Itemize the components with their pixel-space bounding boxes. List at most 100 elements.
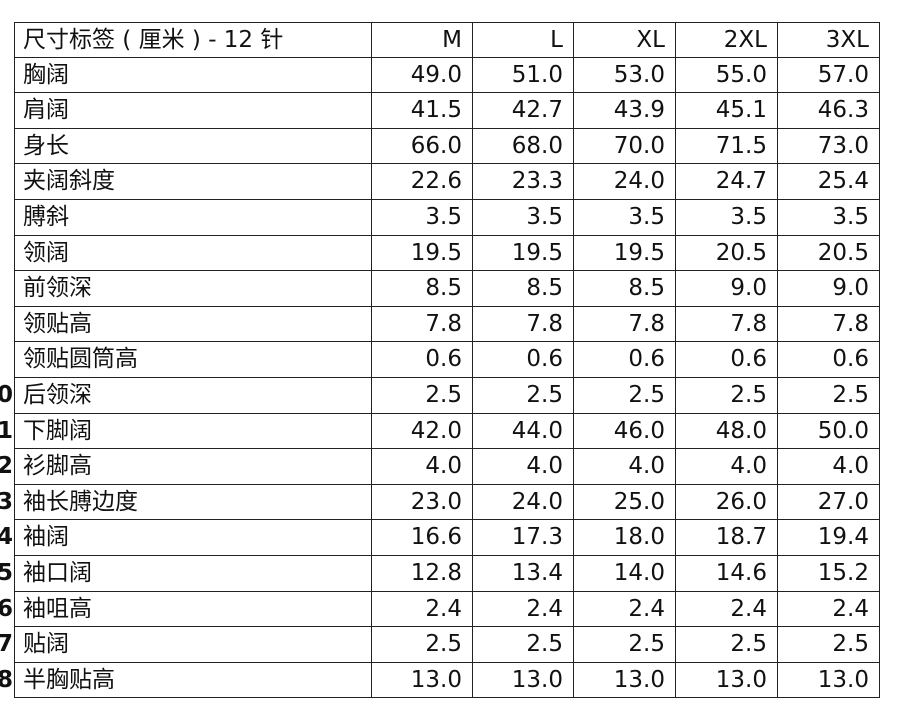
value-cell: 2.5 bbox=[372, 378, 473, 414]
value-cell: 70.0 bbox=[574, 128, 676, 165]
header-row: 尺寸标签 ( 厘米 ) - 12 针 M L XL 2XL 3XL bbox=[0, 22, 900, 58]
row-label: 半胸贴高 bbox=[14, 662, 372, 699]
value-cell: 13.4 bbox=[473, 556, 574, 592]
row-label: 夹阔斜度 bbox=[14, 164, 372, 200]
value-cell: 50.0 bbox=[778, 413, 880, 450]
value-cell: 3.5 bbox=[574, 200, 676, 236]
table-row: 胸阔 49.0 51.0 53.0 55.0 57.0 bbox=[0, 57, 900, 94]
table-row: 领阔 19.5 19.5 19.5 20.5 20.5 bbox=[0, 235, 900, 272]
row-label: 贴阔 bbox=[14, 627, 372, 663]
value-cell: 22.6 bbox=[372, 164, 473, 200]
row-label: 领阔 bbox=[14, 235, 372, 272]
value-cell: 0.6 bbox=[778, 342, 880, 378]
value-cell: 55.0 bbox=[676, 57, 778, 94]
value-cell: 45.1 bbox=[676, 93, 778, 129]
value-cell: 9.0 bbox=[778, 271, 880, 307]
value-cell: 17.3 bbox=[473, 520, 574, 556]
value-cell: 23.3 bbox=[473, 164, 574, 200]
row-number-box: 18 bbox=[0, 663, 14, 699]
row-number: 13 bbox=[0, 488, 13, 515]
value-cell: 2.5 bbox=[676, 627, 778, 663]
value-cell: 9.0 bbox=[676, 271, 778, 307]
value-cell: 14.0 bbox=[574, 556, 676, 592]
row-label: 胸阔 bbox=[14, 57, 372, 94]
header-cell: 3XL bbox=[778, 22, 880, 58]
value-cell: 2.5 bbox=[473, 378, 574, 414]
value-cell: 46.0 bbox=[574, 413, 676, 450]
value-cell: 19.5 bbox=[372, 235, 473, 272]
table-row: 13袖长膊边度23.024.025.026.027.0 bbox=[0, 484, 900, 521]
value-cell: 20.5 bbox=[676, 235, 778, 272]
value-cell: 0.6 bbox=[372, 342, 473, 378]
row-number-box: 16 bbox=[0, 592, 14, 628]
value-cell: 2.5 bbox=[473, 627, 574, 663]
value-cell: 2.4 bbox=[778, 591, 880, 628]
row-number: 17 bbox=[0, 631, 13, 658]
value-cell: 19.5 bbox=[574, 235, 676, 272]
value-cell: 3.5 bbox=[676, 200, 778, 236]
value-cell: 18.7 bbox=[676, 520, 778, 556]
value-cell: 7.8 bbox=[372, 306, 473, 343]
header-cell: 尺寸标签 ( 厘米 ) - 12 针 bbox=[14, 22, 372, 58]
row-number-box: 13 bbox=[0, 485, 14, 521]
value-cell: 71.5 bbox=[676, 128, 778, 165]
value-cell: 2.4 bbox=[574, 591, 676, 628]
value-cell: 27.0 bbox=[778, 484, 880, 521]
table-row: 夹阔斜度 22.6 23.3 24.0 24.7 25.4 bbox=[0, 164, 900, 200]
row-number: 14 bbox=[0, 524, 13, 551]
value-cell: 26.0 bbox=[676, 484, 778, 521]
row-label: 肩阔 bbox=[14, 93, 372, 129]
value-cell: 13.0 bbox=[473, 662, 574, 699]
value-cell: 15.2 bbox=[778, 556, 880, 592]
table-row: 11下脚阔42.044.046.048.050.0 bbox=[0, 413, 900, 450]
table-row: 16袖咀高2.42.42.42.42.4 bbox=[0, 591, 900, 628]
value-cell: 13.0 bbox=[372, 662, 473, 699]
row-label: 领贴圆筒高 bbox=[14, 342, 372, 378]
value-cell: 53.0 bbox=[574, 57, 676, 94]
table-row: 前领深 8.5 8.5 8.5 9.0 9.0 bbox=[0, 271, 900, 307]
value-cell: 24.7 bbox=[676, 164, 778, 200]
row-number-box: 17 bbox=[0, 627, 14, 663]
value-cell: 2.5 bbox=[574, 378, 676, 414]
table-row: 领贴圆筒高 0.6 0.6 0.6 0.6 0.6 bbox=[0, 342, 900, 378]
value-cell: 49.0 bbox=[372, 57, 473, 94]
value-cell: 42.7 bbox=[473, 93, 574, 129]
value-cell: 13.0 bbox=[778, 662, 880, 699]
value-cell: 2.5 bbox=[676, 378, 778, 414]
row-number: 16 bbox=[0, 595, 13, 622]
value-cell: 51.0 bbox=[473, 57, 574, 94]
row-label: 领贴高 bbox=[14, 306, 372, 343]
table-row: 18半胸贴高13.013.013.013.013.0 bbox=[0, 662, 900, 699]
value-cell: 0.6 bbox=[676, 342, 778, 378]
value-cell: 41.5 bbox=[372, 93, 473, 129]
header-cell: XL bbox=[574, 22, 676, 58]
value-cell: 2.4 bbox=[676, 591, 778, 628]
value-cell: 16.6 bbox=[372, 520, 473, 556]
header-cell: 2XL bbox=[676, 22, 778, 58]
table-row: 17贴阔2.52.52.52.52.5 bbox=[0, 627, 900, 663]
value-cell: 3.5 bbox=[473, 200, 574, 236]
value-cell: 2.5 bbox=[778, 378, 880, 414]
row-label: 衫脚高 bbox=[14, 449, 372, 485]
value-cell: 4.0 bbox=[778, 449, 880, 485]
header-cell: M bbox=[372, 22, 473, 58]
value-cell: 3.5 bbox=[372, 200, 473, 236]
value-cell: 8.5 bbox=[473, 271, 574, 307]
value-cell: 19.4 bbox=[778, 520, 880, 556]
value-cell: 73.0 bbox=[778, 128, 880, 165]
value-cell: 23.0 bbox=[372, 484, 473, 521]
row-number-box: 15 bbox=[0, 556, 14, 592]
value-cell: 7.8 bbox=[574, 306, 676, 343]
value-cell: 43.9 bbox=[574, 93, 676, 129]
header-cell: L bbox=[473, 22, 574, 58]
row-number: 12 bbox=[0, 453, 13, 480]
value-cell: 13.0 bbox=[574, 662, 676, 699]
table-row: 14袖阔16.617.318.018.719.4 bbox=[0, 520, 900, 556]
value-cell: 25.0 bbox=[574, 484, 676, 521]
value-cell: 18.0 bbox=[574, 520, 676, 556]
value-cell: 3.5 bbox=[778, 200, 880, 236]
table-row: 肩阔 41.5 42.7 43.9 45.1 46.3 bbox=[0, 93, 900, 129]
value-cell: 46.3 bbox=[778, 93, 880, 129]
value-cell: 4.0 bbox=[574, 449, 676, 485]
